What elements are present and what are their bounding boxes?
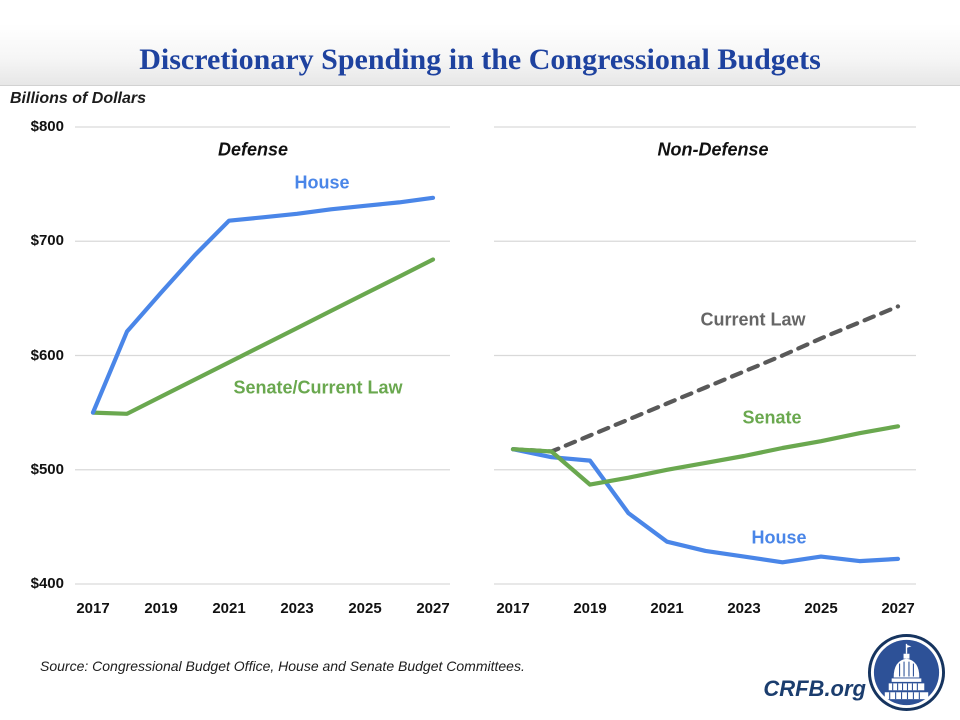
series-line-house-non-defense [510, 447, 901, 565]
y-tick-500: $500 [30, 460, 64, 478]
title-band: Discretionary Spending in the Congressio… [0, 24, 960, 86]
series-label-senate-current-law-defense: Senate/Current Law [233, 377, 403, 398]
source-note: Source: Congressional Budget Office, Hou… [40, 658, 525, 674]
crfb-capitol-logo [867, 633, 946, 712]
x-tick-2023-panel2: 2023 [727, 600, 761, 617]
y-tick-700: $700 [30, 232, 64, 250]
y-tick-600: $600 [30, 346, 64, 364]
brand-text: CRFB.org [763, 676, 866, 701]
series-line-current-law-non-defense [510, 304, 901, 454]
panel-title-non-defense: Non-Defense [657, 139, 769, 160]
page-title: Discretionary Spending in the Congressio… [139, 42, 821, 76]
x-tick-2027-panel2: 2027 [881, 600, 915, 617]
y-tick-400: $400 [30, 575, 64, 592]
x-tick-2023-panel1: 2023 [280, 600, 314, 617]
x-tick-2025-panel1: 2025 [348, 600, 382, 617]
capitol-icon [884, 643, 929, 700]
y-tick-800: $800 [30, 118, 64, 135]
x-tick-2021-panel2: 2021 [650, 600, 684, 617]
panel-title-defense: Defense [217, 139, 289, 160]
series-line-senate-current-law-defense [90, 257, 436, 416]
series-label-house-defense: House [294, 172, 350, 193]
x-tick-2025-panel2: 2025 [804, 600, 838, 617]
series-label-current-law-non-defense: Current Law [700, 309, 806, 330]
x-tick-2019-panel2: 2019 [573, 600, 607, 617]
x-tick-2017-panel1: 2017 [76, 600, 110, 617]
x-tick-2021-panel1: 2021 [212, 600, 246, 617]
series-line-senate-non-defense [510, 424, 901, 487]
series-label-senate-non-defense: Senate [742, 407, 802, 428]
x-tick-2019-panel1: 2019 [144, 600, 178, 617]
series-label-house-non-defense: House [751, 527, 807, 548]
y-axis-unit-label: Billions of Dollars [10, 90, 147, 107]
x-tick-2027-panel1: 2027 [416, 600, 450, 617]
series-line-house-defense [90, 195, 436, 415]
x-tick-2017-panel2: 2017 [496, 600, 530, 617]
